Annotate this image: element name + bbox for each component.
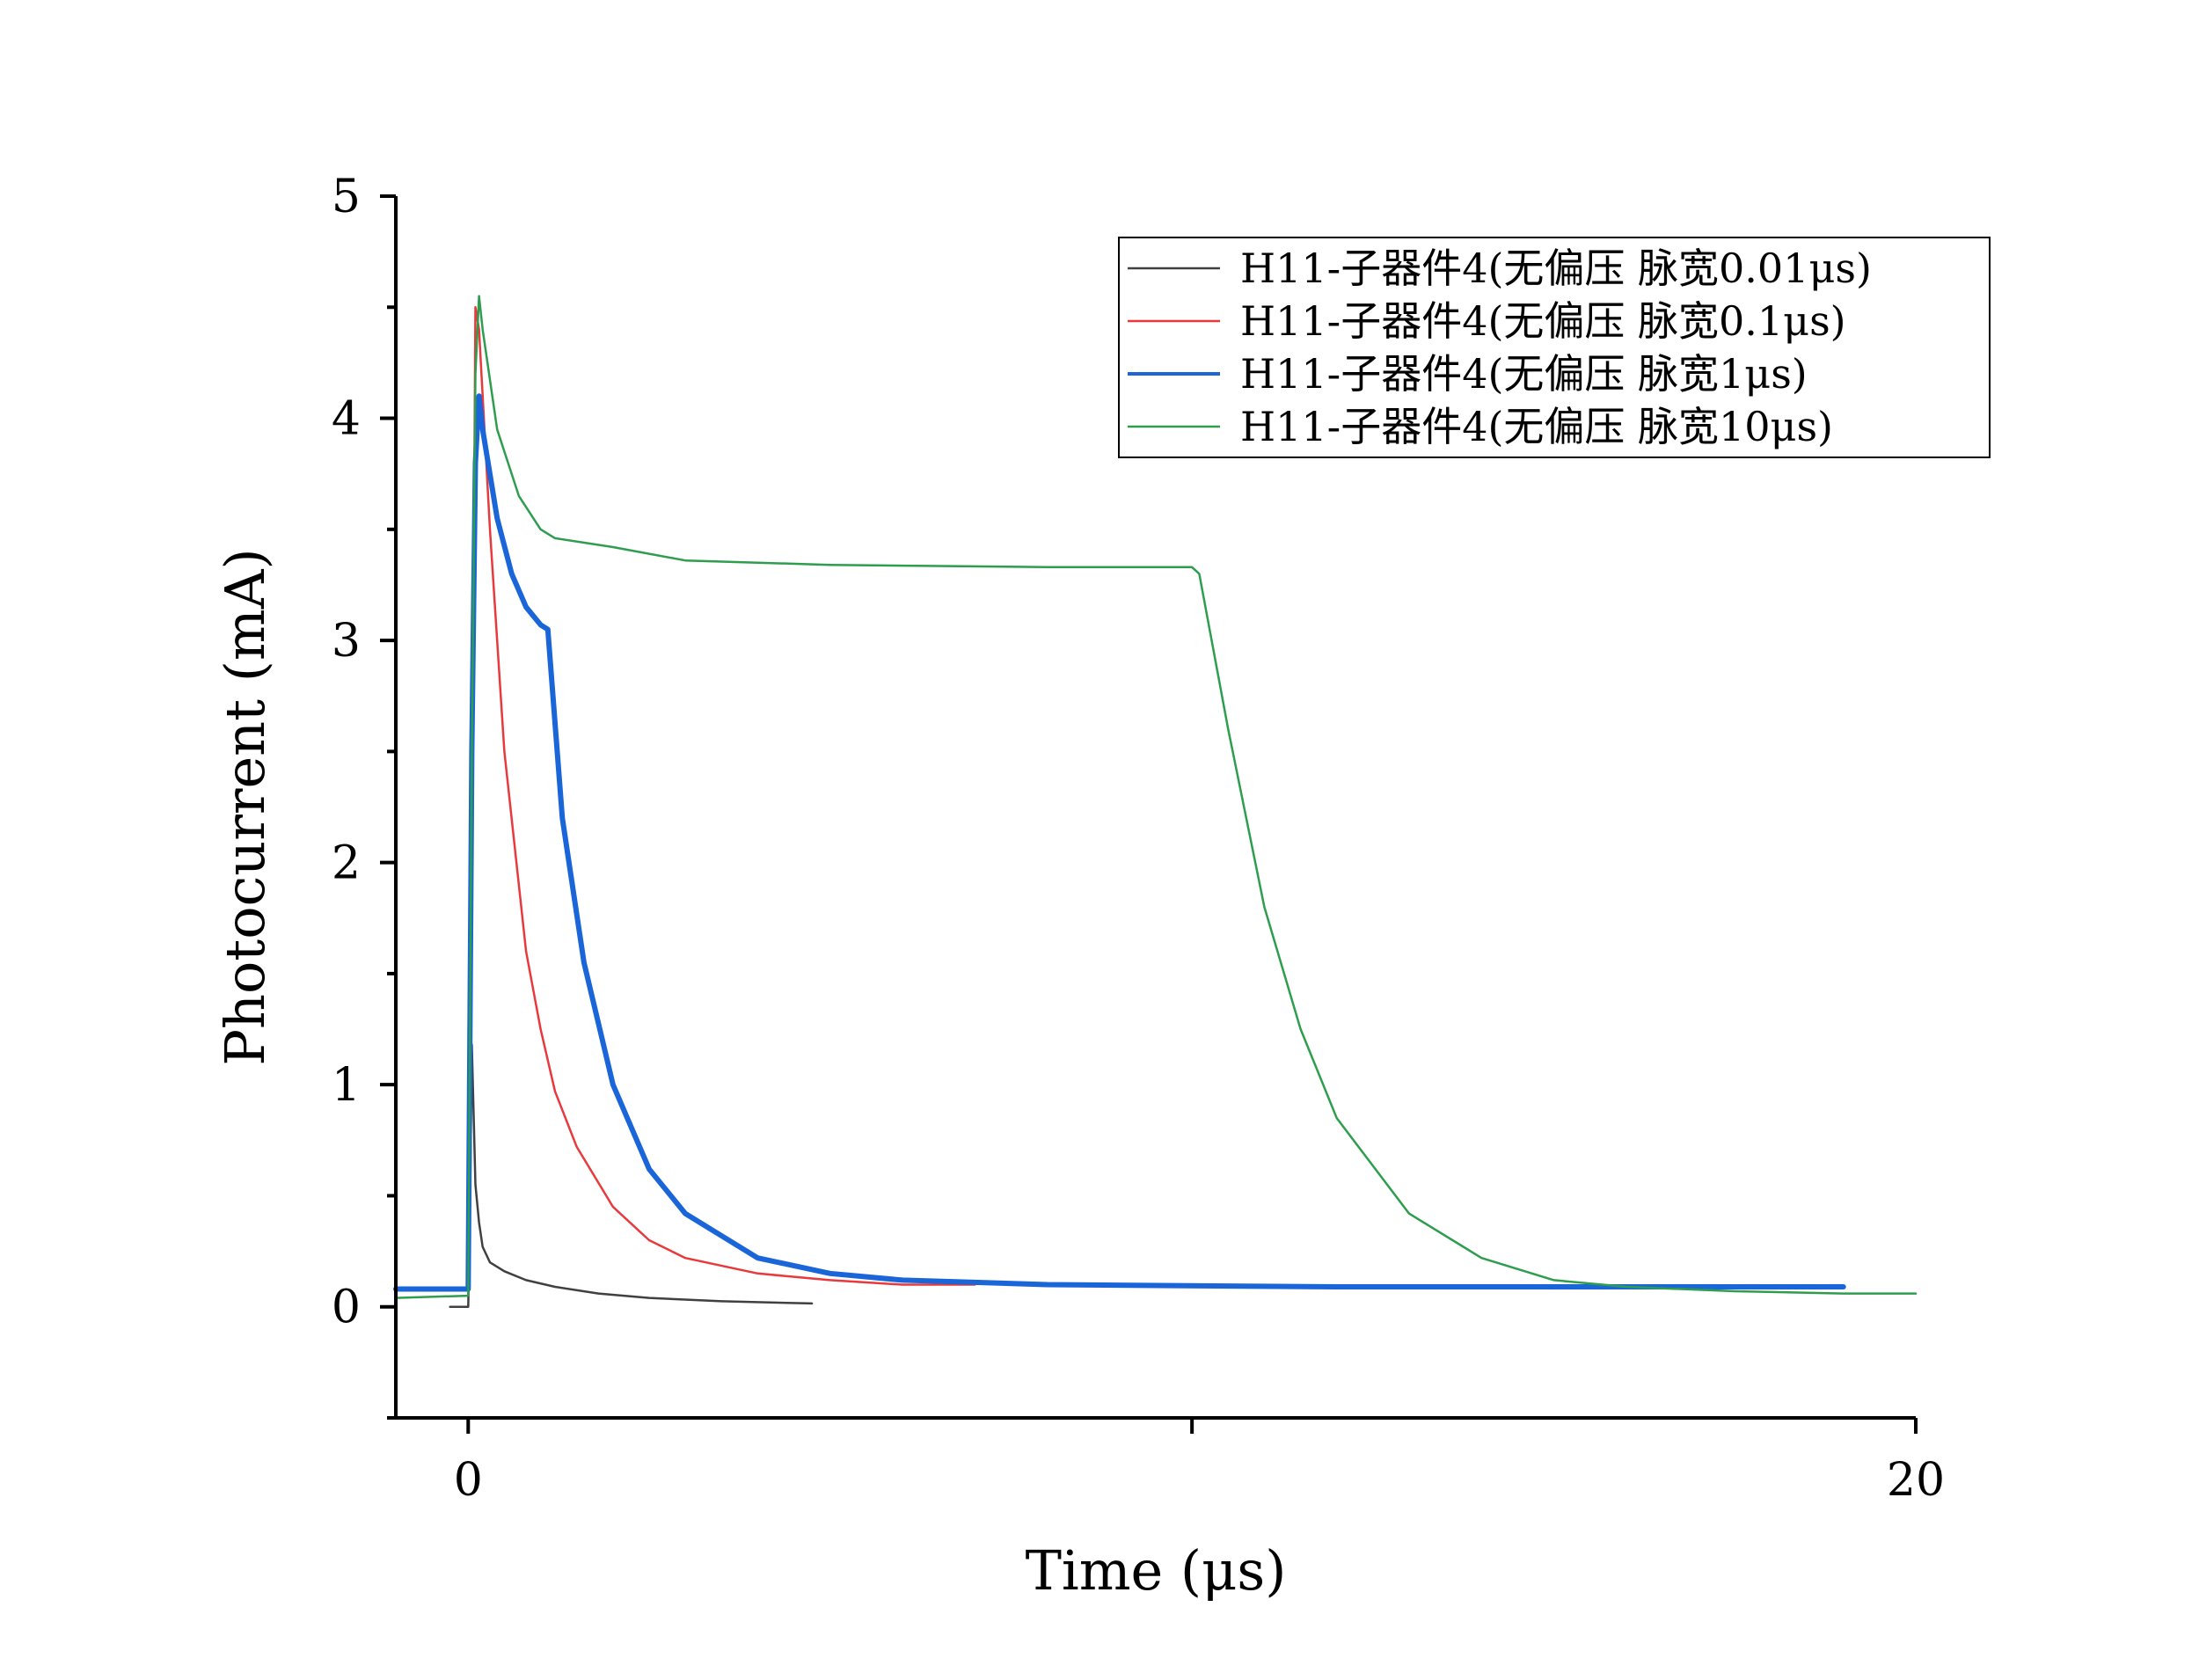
ticks: 0 1 2 3 4 5 0 20 (332, 171, 1945, 1507)
legend-label-4: H11-子器件4(无偏压 脉宽10μs) (1240, 403, 1833, 450)
series-layer (393, 295, 1918, 1308)
x-tick-label: 0 (454, 1454, 483, 1507)
legend-label-1: H11-子器件4(无偏压 脉宽0.01μs) (1240, 245, 1872, 292)
series-line-2 (394, 306, 976, 1290)
legend-box (1118, 237, 1991, 458)
y-tick-label: 3 (332, 615, 361, 668)
y-tick-label: 1 (332, 1059, 361, 1112)
y-tick-label: 2 (332, 837, 361, 890)
series-line-3 (393, 393, 1846, 1292)
legend-label-3: H11-子器件4(无偏压 脉宽1μs) (1240, 350, 1808, 398)
x-tick-label: 20 (1887, 1454, 1945, 1507)
series-line-4 (394, 295, 1918, 1299)
y-tick-label: 5 (332, 171, 361, 223)
axes (394, 196, 1916, 1420)
y-axis-title: Photocurrent (mA) (213, 548, 277, 1065)
legend: H11-子器件4(无偏压 脉宽0.01μs) H11-子器件4(无偏压 脉宽0.1… (1118, 237, 1991, 458)
y-tick-label: 0 (332, 1282, 361, 1334)
legend-label-2: H11-子器件4(无偏压 脉宽0.1μs) (1240, 297, 1846, 345)
series-line-1 (449, 1043, 814, 1308)
x-axis-title: Time (μs) (1026, 1538, 1287, 1603)
y-tick-label: 4 (332, 393, 361, 446)
